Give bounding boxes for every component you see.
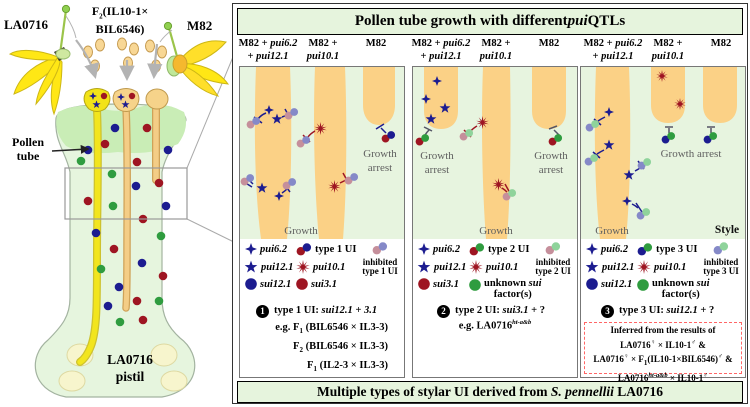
pollen-tube-arrow [51, 144, 90, 154]
col-header-p2c1: M82 + pui6.2 + pui12.1 [411, 38, 471, 62]
panel2-legend: pui6.2 type 2 UI inhibited type 2 UI pui1… [413, 239, 577, 377]
label-f2: F2(IL10-1× BIL6546) [91, 4, 149, 37]
type1-ui-pair-icon [296, 243, 312, 256]
growth-label: Growth [479, 225, 513, 237]
stigma-la0716 [83, 88, 111, 112]
label-m82: M82 [187, 18, 213, 33]
type2-note: type 2 UI: sui3.1 + ? [455, 305, 545, 316]
growth-arrest-label: arrest [539, 164, 563, 176]
inhibited-type2-pair-icon [545, 242, 561, 255]
zoom-region-rect [64, 167, 188, 220]
tube-growing [482, 67, 511, 239]
tube-arrested [651, 67, 685, 123]
sui-factor-dots [76, 123, 173, 327]
sui121-icon [586, 278, 598, 290]
pui101-icon [469, 260, 483, 274]
col-header-p3c1: M82 + pui6.2 + pui12.1 [583, 38, 643, 62]
pui62-icon [245, 243, 257, 255]
pui62-icon [418, 243, 430, 255]
inhibited-type1-legend: inhibited type 1 UI [356, 241, 404, 277]
sui121-icon [245, 278, 257, 290]
panel-type1-ui: Growth arrest Growth pui6.2 type 1 UI in… [239, 66, 405, 378]
growth-arrest-label: arrest [368, 162, 392, 174]
growth-arrest-label: Growth [363, 148, 397, 160]
pui121-icon [417, 260, 431, 273]
stigma-f2 [112, 88, 140, 112]
growth-arrest-label: Growth [420, 150, 454, 162]
pui101-icon [637, 260, 651, 274]
inhibited-type3-pair-icon [713, 242, 729, 255]
panel-type2-ui: Growth arrest Growth arrest Growth pui6.… [412, 66, 578, 378]
col-header-p1c3: M82 [365, 38, 387, 49]
box-title: Pollen tube growth with different pui QT… [237, 8, 743, 35]
pollination-arrows [65, 15, 173, 82]
sui31-icon [418, 278, 430, 290]
unknown-sui-icon [637, 279, 649, 291]
inhibited-type1-pair-icon [372, 242, 388, 255]
pollen-tube-la0716 [76, 106, 102, 366]
panel-type3-ui: Growth arrest Growth Style pui6.2 type 3… [580, 66, 746, 383]
tube-arrested [363, 67, 395, 125]
stigma-m82 [145, 88, 169, 110]
unknown-sui-icon [469, 279, 481, 291]
growth-arrest-label: Growth [534, 150, 568, 162]
pollen-tube-f2 [122, 104, 131, 312]
growth-arrest-label: arrest [425, 164, 449, 176]
note-badge-1: 1 [256, 305, 269, 318]
pui62-icon [586, 243, 598, 255]
zoom-link-bottom [186, 218, 241, 246]
type3-ui-pair-icon [637, 243, 653, 256]
label-pistil: LA0716 pistil [107, 352, 153, 384]
label-la0716: LA0716 [4, 17, 49, 32]
inhibited-type2-legend: inhibited type 2 UI [529, 241, 577, 277]
type1-note: type 1 UI: sui12.1 + 3.1 [274, 305, 378, 316]
arrest-links [665, 126, 715, 133]
col-header-p1c1: M82 + pui6.2 + pui12.1 [238, 38, 298, 62]
growth-arrest-label: Growth arrest [661, 148, 722, 160]
zoom-link-top [186, 39, 241, 169]
pui121-icon [244, 260, 258, 273]
col-header-p1c2: M82 + pui10.1 [306, 38, 340, 62]
type2-example: e.g. LA0716ht-a&b [458, 319, 532, 332]
box-footer: Multiple types of stylar UI derived from… [237, 381, 743, 403]
tube-arrested [532, 67, 566, 129]
panel3-legend: pui6.2 type 3 UI inhibited type 3 UI pui1… [581, 239, 745, 383]
inhibited-type3-legend: inhibited type 3 UI [697, 241, 745, 277]
col-header-p3c2: M82 + pui10.1 [651, 38, 685, 62]
note-badge-2: 2 [437, 305, 450, 318]
growth-label: Growth [284, 225, 318, 237]
col-header-p2c2: M82 + pui10.1 [479, 38, 513, 62]
panel1-legend: pui6.2 type 1 UI inhibited type 1 UI pui1… [240, 239, 404, 377]
style-label: Style [715, 224, 739, 236]
tube-arrested [424, 67, 458, 129]
la0716-flower [8, 4, 71, 116]
col-header-p3c3: M82 [710, 38, 732, 49]
note-badge-3: 3 [601, 305, 614, 318]
tube-arrested [703, 67, 737, 123]
tube-growing [594, 67, 631, 239]
panel3-drawing: Growth arrest Growth Style [581, 67, 745, 239]
tube-growing [254, 67, 292, 239]
growth-label: Growth [595, 225, 629, 237]
pollen-tube-growth-box: Pollen tube growth with different pui QT… [232, 3, 748, 404]
col-header-p2c3: M82 [538, 38, 560, 49]
inferred-results-box: Inferred from the results of LA0716♀ × I… [584, 322, 742, 383]
m82-flower [163, 21, 230, 97]
pui121-icon [585, 260, 599, 273]
panel2-drawing: Growth arrest Growth arrest Growth [413, 67, 577, 239]
type1-examples: e.g. F1 (BIL6546 × IL3-3) F2 (BIL6546 × … [275, 322, 388, 374]
type2-ui-pair-icon [469, 243, 485, 256]
panel1-drawing: Growth arrest Growth [240, 67, 404, 239]
label-pollen-tube: Pollen tube [12, 135, 44, 163]
tube-growing [314, 67, 347, 239]
pui101-icon [296, 260, 310, 274]
type3-note: type 3 UI: sui12.1 + ? [619, 305, 715, 316]
stigma-zone [56, 104, 187, 154]
sui31-icon [296, 278, 308, 290]
